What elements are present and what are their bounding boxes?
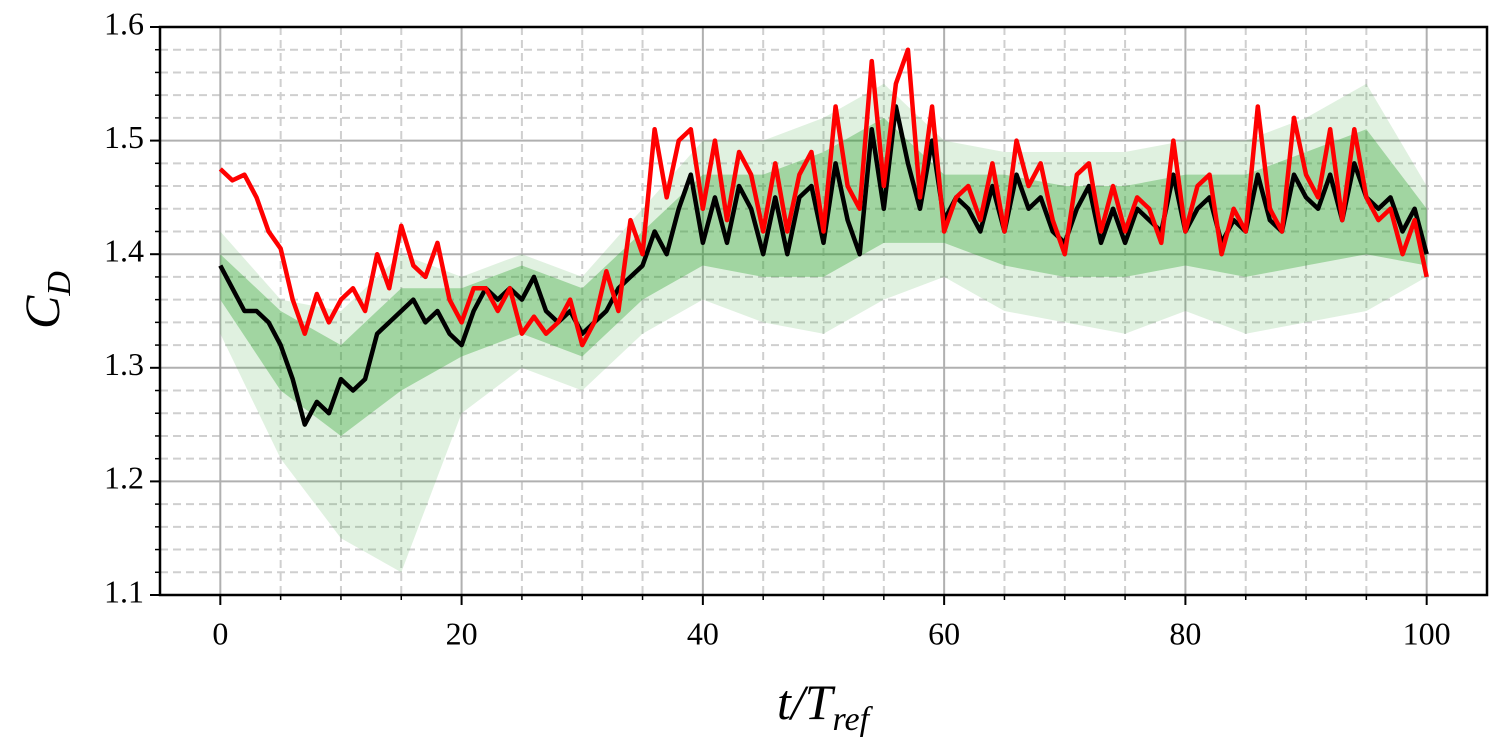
x-tick-label: 0 bbox=[212, 615, 228, 651]
x-tick-label: 60 bbox=[928, 615, 960, 651]
ensemble-band bbox=[220, 83, 1427, 573]
y-tick-label: 1.3 bbox=[104, 346, 144, 382]
y-tick-label: 1.2 bbox=[104, 460, 144, 496]
x-tick-label: 40 bbox=[687, 615, 719, 651]
x-axis-label: t/Tref bbox=[777, 674, 874, 737]
y-tick-label: 1.5 bbox=[104, 119, 144, 155]
y-tick-label: 1.4 bbox=[104, 233, 144, 269]
y-axis-label: CD bbox=[14, 271, 77, 329]
x-tick-label: 80 bbox=[1169, 615, 1201, 651]
x-tick-label: 100 bbox=[1403, 615, 1451, 651]
line bbox=[218, 47, 1429, 348]
x-tick-label: 20 bbox=[446, 615, 478, 651]
y-tick-label: 1.1 bbox=[104, 573, 144, 609]
y-tick-label: 1.6 bbox=[104, 5, 144, 41]
ensemble-band bbox=[220, 117, 1427, 436]
